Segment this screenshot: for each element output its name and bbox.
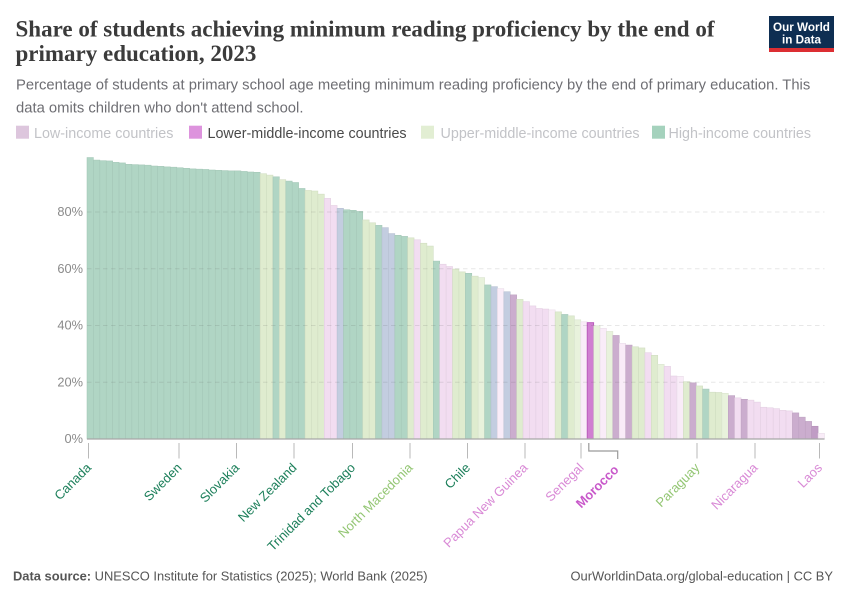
svg-text:OurWorldinData.org/global-educ: OurWorldinData.org/global-education | CC… xyxy=(571,569,834,584)
svg-text:Data source: UNESCO Institute: Data source: UNESCO Institute for Statis… xyxy=(13,569,428,584)
svg-text:primary education, 2023: primary education, 2023 xyxy=(16,41,257,66)
svg-text:20%: 20% xyxy=(57,374,83,389)
svg-text:data omits children who don't: data omits children who don't attend sch… xyxy=(16,101,303,117)
svg-text:Upper-middle-income countries: Upper-middle-income countries xyxy=(441,126,640,142)
svg-text:in Data: in Data xyxy=(782,34,821,47)
svg-text:80%: 80% xyxy=(57,204,83,219)
svg-text:40%: 40% xyxy=(57,318,83,333)
svg-text:High-income countries: High-income countries xyxy=(669,126,812,142)
svg-text:60%: 60% xyxy=(57,261,83,276)
svg-text:Low-income countries: Low-income countries xyxy=(34,126,173,142)
svg-text:Lower-middle-income countries: Lower-middle-income countries xyxy=(208,126,407,142)
svg-text:Our World: Our World xyxy=(773,21,830,34)
svg-text:Share of students achieving mi: Share of students achieving minimum read… xyxy=(16,16,715,41)
svg-text:0%: 0% xyxy=(65,431,84,446)
svg-text:Percentage of students at prim: Percentage of students at primary school… xyxy=(16,78,810,94)
